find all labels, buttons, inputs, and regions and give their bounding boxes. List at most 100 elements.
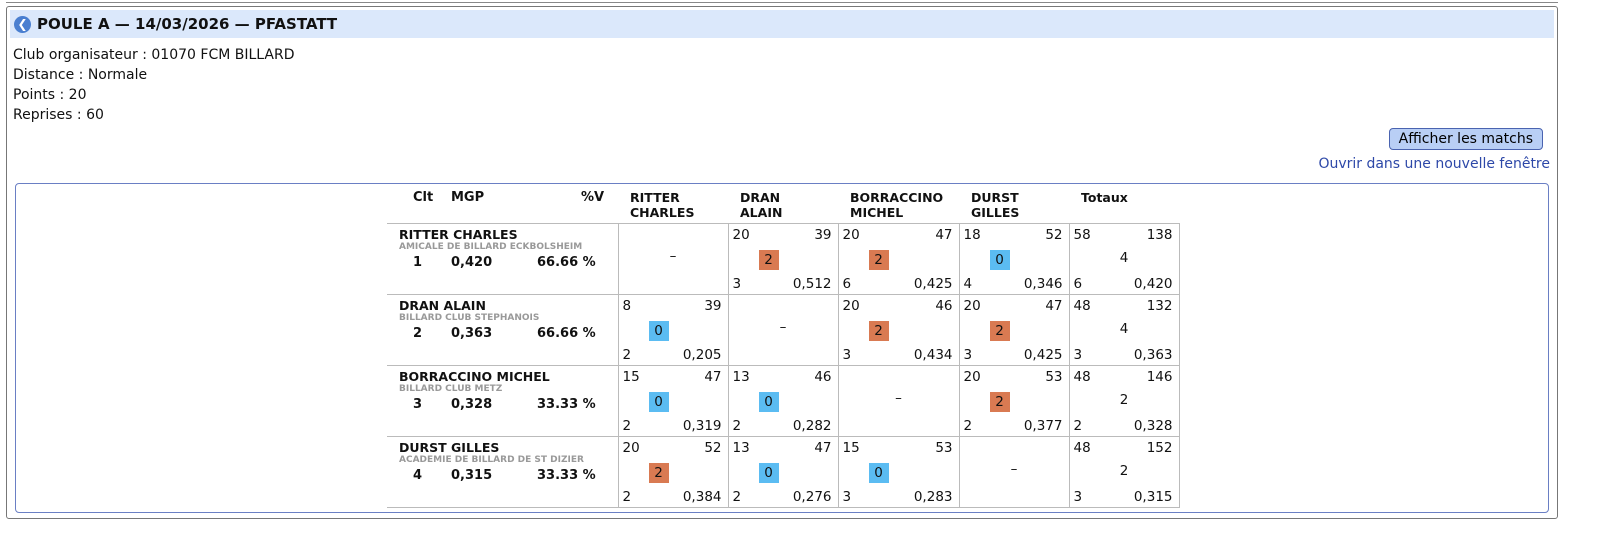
reprises: Reprises : 60 — [13, 107, 104, 123]
average: 0,319 — [682, 418, 722, 434]
poule-header: ❮ POULE A — 14/03/2026 — PFASTATT — [10, 10, 1554, 38]
match-cell[interactable]: 13 46 0 2 0,282 — [727, 365, 839, 437]
header-pv: %V — [581, 190, 605, 205]
average: 0,276 — [792, 489, 832, 505]
empty-cell: – — [617, 223, 729, 295]
player-mgp: 0,328 — [451, 397, 493, 412]
average: 0,283 — [913, 489, 953, 505]
back-arrow-icon[interactable]: ❮ — [14, 15, 31, 33]
club-organisateur: Club organisateur : 01070 FCM BILLARD — [13, 47, 295, 63]
player-name[interactable]: DURST GILLES — [399, 440, 500, 455]
player-info: DRAN ALAIN BILLARD CLUB STEPHANOIS 2 0,363 6… — [387, 294, 619, 366]
best-series: 3 — [732, 276, 742, 292]
points-scored: 20 — [963, 298, 981, 314]
player-name[interactable]: RITTER CHARLES — [399, 227, 518, 242]
player-info: BORRACCINO MICHEL BILLARD CLUB METZ 3 0,328… — [387, 365, 619, 437]
match-cell[interactable]: 20 52 2 2 0,384 — [617, 436, 729, 508]
best-series: 2 — [622, 418, 632, 434]
points-scored: 18 — [963, 227, 981, 243]
match-cell[interactable]: 15 47 0 2 0,319 — [617, 365, 729, 437]
player-mgp: 0,315 — [451, 468, 493, 483]
results-box: Clt MGP %V RITTER CHARLES DRAN ALAIN BORRACCI… — [15, 183, 1549, 513]
loss-badge: 0 — [758, 392, 779, 412]
points-scored: 20 — [963, 369, 981, 385]
player-name[interactable]: BORRACCINO MICHEL — [399, 369, 550, 384]
average: 0,205 — [682, 347, 722, 363]
player-club: ACADEMIE DE BILLARD DE ST DIZIER — [399, 455, 584, 465]
player-stats: 2 0,363 66.66 % — [399, 326, 606, 341]
points-scored: 13 — [732, 440, 750, 456]
reprises-count: 39 — [814, 227, 832, 243]
empty-cell: – — [958, 436, 1070, 508]
reprises-count: 39 — [704, 298, 722, 314]
average: 0,384 — [682, 489, 722, 505]
reprises-count: 47 — [935, 227, 953, 243]
show-matches-button[interactable]: Afficher les matchs — [1388, 128, 1543, 150]
points-scored: 48 — [1073, 440, 1091, 456]
points-scored: 48 — [1073, 298, 1091, 314]
match-cell[interactable]: 20 39 2 3 0,512 — [727, 223, 839, 295]
reprises-count: 132 — [1146, 298, 1173, 314]
empty-dash: – — [1010, 461, 1018, 477]
match-cell[interactable]: 18 52 0 4 0,346 — [958, 223, 1070, 295]
points-scored: 58 — [1073, 227, 1091, 243]
points-scored: 15 — [842, 440, 860, 456]
total-match-points: 4 — [1119, 250, 1129, 266]
total-match-points: 2 — [1119, 463, 1129, 479]
best-series: 2 — [622, 489, 632, 505]
best-series: 3 — [1073, 489, 1083, 505]
win-badge: 2 — [989, 321, 1010, 341]
totals-cell: 58 138 4 6 0,420 — [1068, 223, 1180, 295]
best-series: 2 — [622, 347, 632, 363]
reprises-count: 52 — [704, 440, 722, 456]
win-badge: 2 — [758, 250, 779, 270]
header-clt: Clt — [413, 190, 434, 205]
best-series: 4 — [963, 276, 973, 292]
average: 0,363 — [1133, 347, 1173, 363]
loss-badge: 0 — [989, 250, 1010, 270]
player-mgp: 0,420 — [451, 255, 493, 270]
average: 0,512 — [792, 276, 832, 292]
top-divider — [6, 0, 1558, 3]
empty-dash: – — [669, 248, 677, 264]
reprises-count: 47 — [814, 440, 832, 456]
points-scored: 48 — [1073, 369, 1091, 385]
player-win-pct: 33.33 % — [537, 397, 596, 412]
match-cell[interactable]: 13 47 0 2 0,276 — [727, 436, 839, 508]
reprises-count: 47 — [704, 369, 722, 385]
best-series: 3 — [842, 347, 852, 363]
match-cell[interactable]: 20 53 2 2 0,377 — [958, 365, 1070, 437]
average: 0,328 — [1133, 418, 1173, 434]
player-rank: 4 — [413, 468, 423, 483]
points-scored: 20 — [842, 227, 860, 243]
header-player: DRAN ALAIN — [740, 190, 783, 220]
poule-title: POULE A — 14/03/2026 — PFASTATT — [37, 15, 338, 33]
reprises-count: 138 — [1146, 227, 1173, 243]
header-player: RITTER CHARLES — [630, 190, 695, 220]
match-cell[interactable]: 15 53 0 3 0,283 — [837, 436, 960, 508]
best-series: 3 — [963, 347, 973, 363]
reprises-count: 53 — [1045, 369, 1063, 385]
match-cell[interactable]: 20 47 2 6 0,425 — [837, 223, 960, 295]
player-club: AMICALE DE BILLARD ECKBOLSHEIM — [399, 242, 583, 252]
match-cell[interactable]: 20 47 2 3 0,425 — [958, 294, 1070, 366]
win-badge: 2 — [868, 321, 889, 341]
loss-badge: 0 — [758, 463, 779, 483]
match-cell[interactable]: 8 39 0 2 0,205 — [617, 294, 729, 366]
table-row: RITTER CHARLES AMICALE DE BILLARD ECKBOLS… — [387, 223, 1180, 295]
win-badge: 2 — [868, 250, 889, 270]
match-cell[interactable]: 20 46 2 3 0,434 — [837, 294, 960, 366]
loss-badge: 0 — [648, 321, 669, 341]
open-new-window-link[interactable]: Ouvrir dans une nouvelle fenêtre — [1318, 156, 1550, 172]
reprises-count: 46 — [814, 369, 832, 385]
player-rank: 3 — [413, 397, 423, 412]
player-win-pct: 66.66 % — [537, 255, 596, 270]
points-scored: 20 — [732, 227, 750, 243]
results-table: Clt MGP %V RITTER CHARLES DRAN ALAIN BORRACCI… — [387, 187, 1180, 508]
loss-badge: 0 — [868, 463, 889, 483]
header-stats: Clt MGP %V — [399, 190, 606, 205]
points-scored: 8 — [622, 298, 632, 314]
header-info-cell: Clt MGP %V — [387, 187, 618, 224]
player-name[interactable]: DRAN ALAIN — [399, 298, 486, 313]
player-rank: 1 — [413, 255, 423, 270]
